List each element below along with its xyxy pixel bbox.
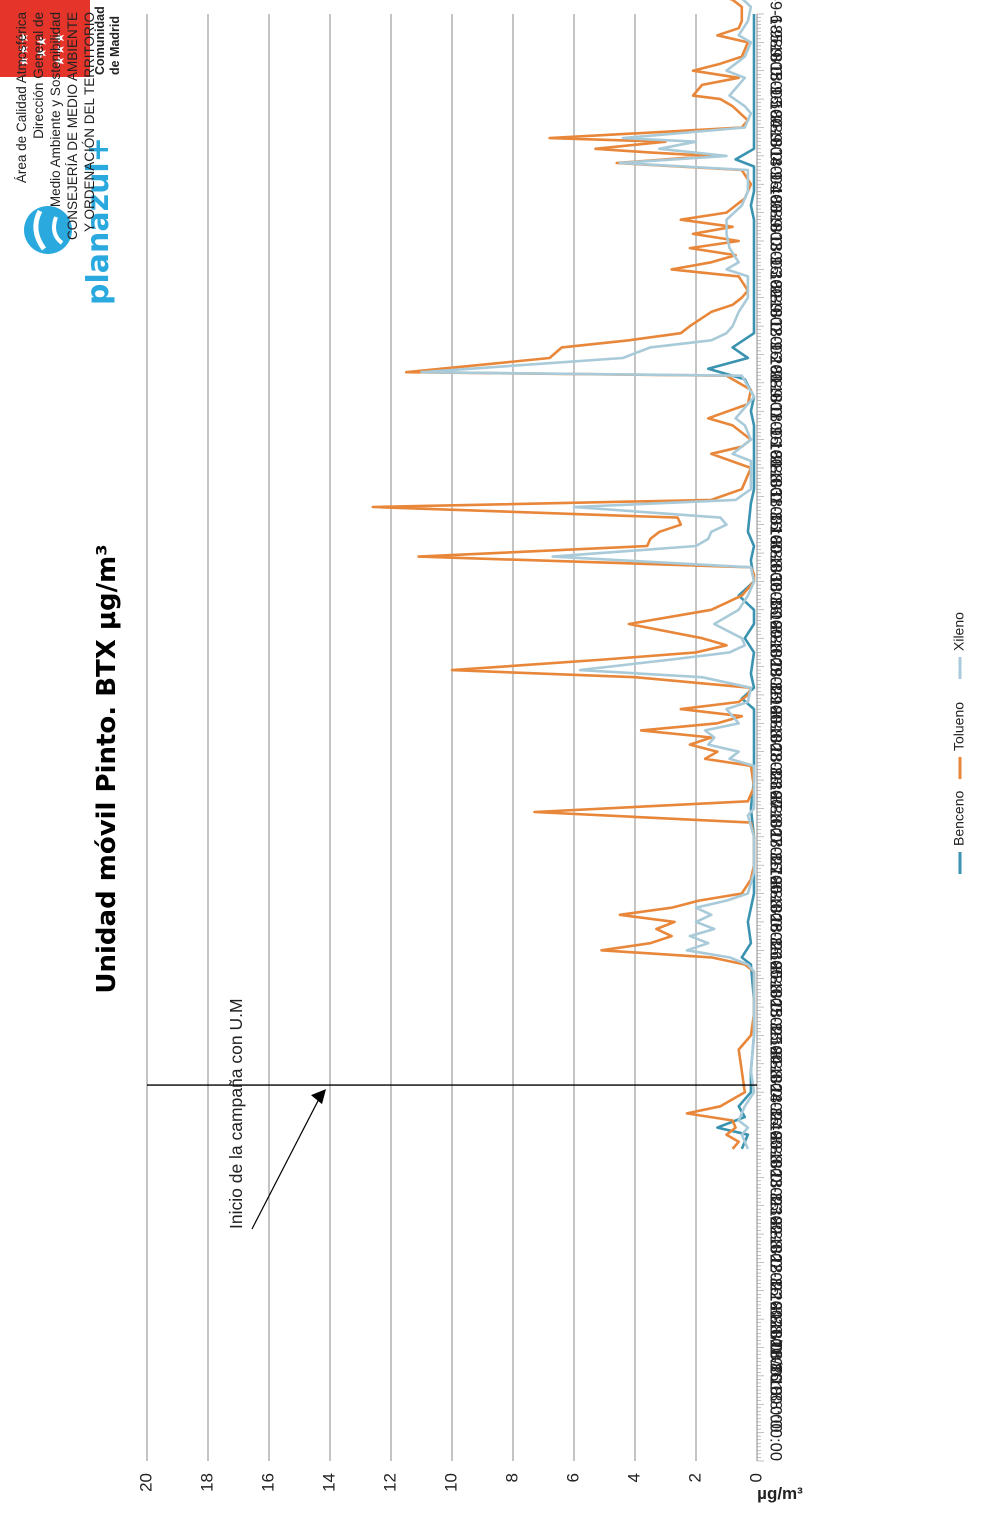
- x-tick-label: 23-8-18 16:00: [767, 1131, 785, 1234]
- plot-area: 0 2 4 6 8 10 12 14 16 18 20 µg/m³ 21/08/2018 0:00:00…: [136, 0, 803, 1503]
- plan-azul-logo: planazul+: [24, 137, 116, 305]
- x-tick-label: 28-8-18 8:00: [767, 743, 785, 837]
- madrid-flag: [0, 0, 90, 77]
- agency-name-line1: Comunidad: [93, 6, 107, 75]
- x-tick-label: 24-8-18 16:00: [767, 1046, 785, 1149]
- x-tick-label: 29-8-18 8:00: [767, 658, 785, 752]
- x-tick-label: 31-8-18 0:00: [767, 516, 785, 610]
- agency-name-line2: de Madrid: [108, 16, 122, 75]
- x-tick-label: 25-8-18 8:00: [767, 999, 785, 1093]
- x-tick-label: 27-8-18 0:00: [767, 857, 785, 951]
- x-tick-label: 23-8-18 8:00: [767, 1169, 785, 1263]
- chart-title: Unidad móvil Pinto. BTX µg/m³: [92, 544, 122, 993]
- x-tick-label: 21/08/2018 0:00:00: [767, 1319, 785, 1461]
- x-tick-label: 24-8-18 0:00: [767, 1112, 785, 1206]
- x-tick-label: 4-9-18 16:00: [767, 119, 785, 213]
- y-tick-label: 4: [624, 1473, 643, 1482]
- y-tick-label: 6: [563, 1473, 582, 1482]
- x-tick-label: 5-9-18 0:00: [767, 100, 785, 184]
- x-tick-label: 31-8-18 8:00: [767, 488, 785, 582]
- x-tick-label: 4-9-18 0:00: [767, 185, 785, 269]
- x-tick-label: 30-8-18 16:00: [767, 535, 785, 638]
- svg-text:★★★: ★★★: [17, 32, 32, 67]
- x-tick-label: 29-8-18 16:00: [767, 621, 785, 724]
- y-tick-label: 12: [380, 1473, 399, 1492]
- y-tick-label: 14: [319, 1473, 338, 1492]
- org-line-3: Medio Ambiente y Sostenibilidad: [48, 12, 63, 207]
- x-tick-label: 21-8-18 16:00: [767, 1302, 785, 1405]
- legend-label-benceno: Benceno: [951, 791, 967, 846]
- svg-text:★★: ★★: [35, 36, 50, 59]
- x-tick-label: 2-9-18 16:00: [767, 289, 785, 383]
- x-tick-label: 29-8-18 0:00: [767, 686, 785, 780]
- x-tick-label: 1-9-18 16:00: [767, 374, 785, 468]
- x-tick-label: 26-8-18 16:00: [767, 876, 785, 979]
- x-tick-label: 2-9-18 0:00: [767, 355, 785, 439]
- y-axis-title: µg/m³: [757, 1484, 803, 1503]
- x-tick-label: 2-9-18 8:00: [767, 327, 785, 411]
- y-tick-label: 18: [197, 1473, 216, 1492]
- x-tick-label: 27-8-18 16:00: [767, 791, 785, 894]
- annotation-arrow-shaft: [251, 1092, 323, 1230]
- y-tick-label: 2: [685, 1473, 704, 1482]
- x-tick-label: 3-9-18 16:00: [767, 204, 785, 298]
- x-tick-label: 3-9-18 8:00: [767, 242, 785, 326]
- y-tick-label: 10: [441, 1473, 460, 1492]
- org-block: Área de Calidad Atmosférica Dirección Ge…: [14, 12, 97, 241]
- x-tick-label: 23-8-18 0:00: [767, 1197, 785, 1291]
- x-tick-label: 3-9-18 0:00: [767, 270, 785, 354]
- org-line-1: Área de Calidad Atmosférica: [14, 12, 29, 184]
- x-tick-label: 1-9-18 0:00: [767, 440, 785, 524]
- x-tick-label: 24-8-18 8:00: [767, 1084, 785, 1178]
- y-tick-label: 8: [502, 1473, 521, 1482]
- series-line-xileno: [420, 0, 756, 1150]
- x-tick-label: 5-9-18 8:00: [767, 71, 785, 155]
- x-tick-label: 6-9-18 0:00: [767, 15, 785, 99]
- series-line-tolueno: [371, 0, 756, 1150]
- x-tick-label: 27-8-18 8:00: [767, 828, 785, 922]
- legend-label-xileno: Xileno: [951, 612, 967, 651]
- x-tick-label: 22-8-18 0:00: [767, 1282, 785, 1376]
- comunidad-madrid-logo: ★★★ ★★ ★★★ Comunidad de Madrid: [0, 0, 122, 77]
- legend: Benceno Tolueno Xileno: [951, 612, 967, 874]
- x-tick-label: 22-8-18 16:00: [767, 1216, 785, 1319]
- annotation-arrow-head: [311, 1089, 326, 1105]
- x-tick-label: 26-8-18 8:00: [767, 913, 785, 1007]
- x-tick-label: 5-9-18 16:00: [767, 34, 785, 128]
- y-tick-label: 20: [136, 1473, 155, 1492]
- x-tick-label: 26-8-18 0:00: [767, 942, 785, 1036]
- x-tick-label: 1-9-18 8:00: [767, 412, 785, 496]
- x-tick-label: 4-9-18 8:00: [767, 157, 785, 241]
- org-line-5: Y ORDENACIÓN DEL TERRITORIO: [82, 12, 97, 232]
- svg-text:★★★: ★★★: [53, 32, 68, 67]
- x-tick-label: 21-8-18 8:00: [767, 1339, 785, 1433]
- plan-azul-wordmark: planazul+: [81, 137, 116, 305]
- x-tick-label: 28-8-18 16:00: [767, 706, 785, 809]
- x-tick-label: 28-8-18 0:00: [767, 772, 785, 866]
- org-line-2: Dirección General de: [31, 12, 46, 139]
- annotation-text: Inicio de la campaña con U.M: [226, 998, 246, 1229]
- x-tick-label: 31-8-18 16:00: [767, 450, 785, 553]
- x-tick-label: 22-8-18 8:00: [767, 1254, 785, 1348]
- y-tick-label: 16: [258, 1473, 277, 1492]
- x-tick-label: 30-8-18 0:00: [767, 601, 785, 695]
- x-tick-label: 30-8-18 8:00: [767, 573, 785, 667]
- y-tick-label: 0: [746, 1473, 765, 1482]
- legend-label-tolueno: Tolueno: [951, 702, 967, 751]
- x-tick-label: 25-8-18 0:00: [767, 1027, 785, 1121]
- org-line-4: CONSEJERÍA DE MEDIO AMBIENTE: [65, 12, 80, 240]
- x-tick-label: 6-9-18 8:00: [767, 0, 785, 71]
- x-tick-label: 25-8-18 16:00: [767, 961, 785, 1064]
